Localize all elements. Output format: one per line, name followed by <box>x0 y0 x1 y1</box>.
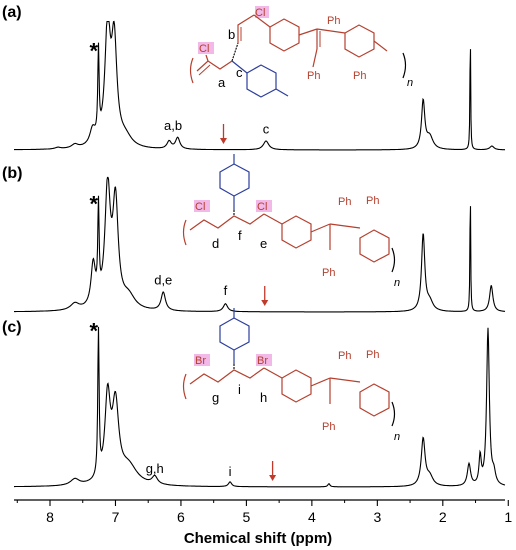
halogen-label-b1: Cl <box>195 201 205 213</box>
ph-label-c3: Ph <box>366 349 379 361</box>
x-tick-label: 4 <box>308 509 316 525</box>
struct-label-c: c <box>236 65 243 80</box>
structure-a: Cl Cl b a c Ph Ph Ph <box>189 6 413 98</box>
red-arrow-a <box>219 124 227 144</box>
panel-label-a: (a) <box>2 4 22 21</box>
structure-b: Cl Cl d f e Ph Ph Ph n <box>182 154 400 289</box>
peak-label-gh: g,h <box>146 461 164 476</box>
panel-label-c: (c) <box>2 319 22 336</box>
struct-label-d: d <box>212 236 219 251</box>
struct-label-b: b <box>228 27 235 42</box>
x-tick-label: 3 <box>373 509 381 525</box>
halogen-label-c1: Br <box>195 355 206 367</box>
peak-label-i: i <box>229 464 232 479</box>
x-tick-label: 1 <box>504 509 512 525</box>
x-tick-label: 8 <box>46 509 54 525</box>
panel-c: (c) * g,h i Br Br g i h Ph Ph Ph <box>2 308 506 488</box>
arrow-head <box>261 300 269 306</box>
x-tick-label: 7 <box>112 509 120 525</box>
ph-label-c1: Ph <box>338 350 351 362</box>
struct-label-a: a <box>218 75 226 90</box>
struct-label-h: h <box>260 390 267 405</box>
ph-label-a2: Ph <box>307 70 320 82</box>
halogen-label-b2: Cl <box>257 201 267 213</box>
peak-label-ab: a,b <box>164 118 182 133</box>
x-axis: 8 7 6 5 4 3 2 1 Chemical shift (ppm) <box>14 499 512 547</box>
halogen-label-a2: Cl <box>255 7 265 19</box>
ph-label-b2: Ph <box>322 267 335 279</box>
struct-label-g: g <box>212 390 219 405</box>
ph-label-c2: Ph <box>322 421 335 433</box>
peak-label-de: d,e <box>154 272 172 287</box>
arrow-head <box>269 475 277 481</box>
spectrum-line-a <box>14 20 506 151</box>
spectrum-line-b <box>14 176 506 313</box>
panel-b: (b) * d,e f Cl Cl d f e Ph Ph Ph <box>2 154 506 313</box>
ph-label-b1: Ph <box>338 196 351 208</box>
peak-label-c: c <box>263 122 270 137</box>
x-tick-label: 5 <box>243 509 251 525</box>
repeat-n-b: n <box>394 277 400 289</box>
struct-label-e: e <box>260 236 267 251</box>
x-axis-ticks: 8 7 6 5 4 3 2 1 <box>16 500 512 525</box>
structure-c: Br Br g i h Ph Ph Ph n <box>182 308 400 443</box>
ph-label-b3: Ph <box>366 195 379 207</box>
repeat-n-c: n <box>394 431 400 443</box>
halogen-label-a1: Cl <box>199 43 209 55</box>
struct-label-i: i <box>238 382 241 397</box>
peak-label-f: f <box>224 283 228 298</box>
ph-label-a1: Ph <box>327 15 340 27</box>
solvent-star-a: * <box>89 38 98 63</box>
panel-a: (a) * a,b c Cl Cl b a c <box>2 4 506 151</box>
red-arrow-b <box>261 286 269 306</box>
solvent-star-c: * <box>89 318 98 343</box>
arrow-head <box>219 138 227 144</box>
solvent-star-b: * <box>89 191 98 216</box>
halogen-label-c2: Br <box>257 355 268 367</box>
x-axis-title: Chemical shift (ppm) <box>184 530 332 547</box>
spectrum-line-c <box>14 326 506 488</box>
x-tick-label: 6 <box>177 509 185 525</box>
repeat-n-a: n <box>407 77 413 89</box>
red-arrow-c <box>269 461 277 481</box>
struct-label-f: f <box>238 228 242 243</box>
x-tick-label: 2 <box>439 509 447 525</box>
ph-label-a3: Ph <box>353 70 366 82</box>
panel-label-b: (b) <box>2 165 22 182</box>
